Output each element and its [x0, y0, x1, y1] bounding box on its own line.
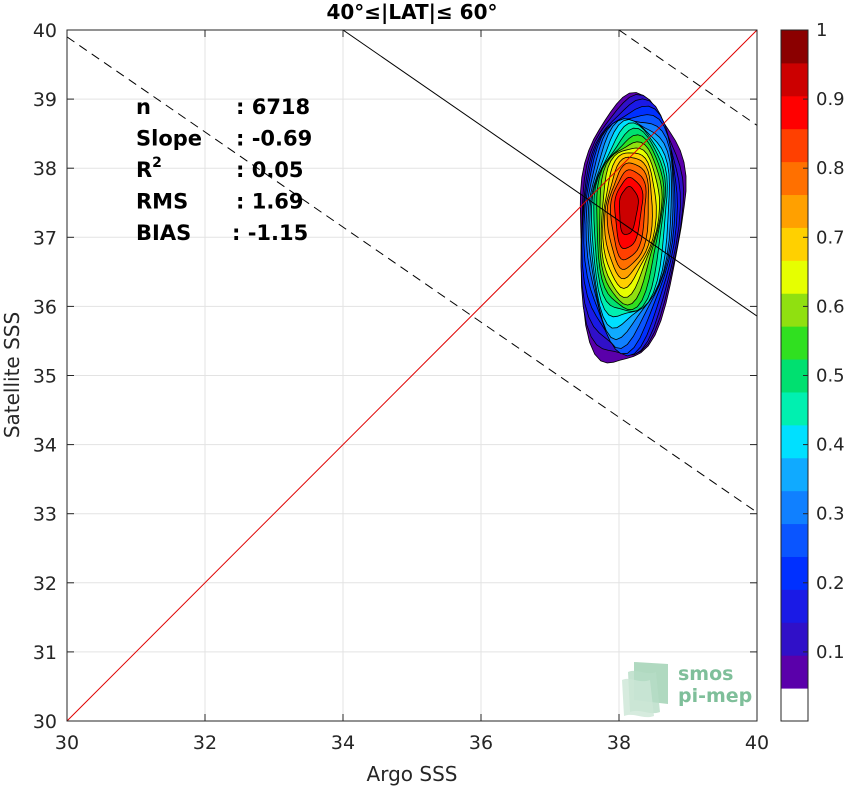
y-tick-label: 32 [33, 573, 57, 595]
stat-label: Slope [136, 127, 202, 151]
stat-label: n [136, 95, 151, 119]
stat-label-superscript: 2 [152, 155, 162, 171]
y-tick-label: 39 [33, 89, 57, 111]
x-tick-label: 40 [745, 732, 769, 754]
colorbar-segment [781, 523, 808, 557]
colorbar-tick-label: 0.6 [816, 296, 845, 317]
statistics-box: n : 6718 Slope : -0.69 R2 : 0.05 RMS : 1.69 BIAS… [136, 95, 312, 245]
y-tick-label: 38 [33, 158, 57, 180]
y-tick-label: 30 [33, 711, 57, 733]
x-axis-ticks: 30 32 34 36 38 40 [55, 30, 769, 754]
colorbar-segment [781, 62, 808, 97]
colorbar-tick-label: 0.7 [816, 227, 845, 248]
fit_lower-line [67, 36, 757, 513]
colorbar-tick-label: 0.8 [816, 158, 845, 179]
y-tick-label: 34 [33, 435, 57, 457]
colorbar-segment [781, 457, 808, 492]
density-contours [579, 92, 687, 364]
y-axis-label: Satellite SSS [0, 312, 24, 438]
stat-value: : 6718 [236, 95, 310, 119]
reference-lines [67, 30, 757, 721]
y-tick-label: 37 [33, 227, 57, 249]
stat-value: : -1.15 [232, 221, 308, 245]
colorbar-segment [781, 589, 808, 623]
colorbar-segment [781, 391, 808, 426]
colorbar-segment [781, 688, 808, 722]
y-axis-ticks: 30 31 32 33 34 35 36 37 38 39 40 [33, 20, 757, 733]
logo-waves-icon [622, 662, 668, 718]
stat-value: : 1.69 [236, 190, 304, 214]
colorbar-segment [781, 227, 808, 261]
stat-value: : 0.05 [236, 158, 304, 182]
x-tick-label: 32 [193, 732, 217, 754]
logo-text-pi-mep: pi-mep [678, 685, 752, 707]
logo-text-smos: smos [678, 663, 733, 685]
colorbar-segment [781, 161, 808, 196]
colorbar-tick-label: 0.9 [816, 89, 845, 110]
x-tick-label: 38 [607, 732, 631, 754]
smos-pi-mep-logo: smos pi-mep [622, 662, 752, 718]
colorbar-segment [781, 556, 808, 590]
identity-line [67, 30, 757, 721]
colorbar-segment [781, 655, 808, 689]
colorbar-tick-label: 0.3 [816, 504, 845, 525]
x-tick-label: 30 [55, 732, 79, 754]
y-tick-label: 33 [33, 504, 57, 526]
x-axis-label: Argo SSS [367, 762, 458, 786]
y-tick-label: 40 [33, 20, 57, 42]
colorbar-segment [781, 293, 808, 327]
colorbar-segment [781, 194, 808, 228]
y-tick-label: 31 [33, 642, 57, 664]
colorbar-segment [781, 424, 808, 459]
colorbar-segment [781, 260, 808, 294]
fit-line [342, 30, 757, 317]
chart-title: 40°≤|LAT|≤ 60° [326, 0, 497, 24]
x-tick-label: 36 [469, 732, 493, 754]
colorbar-segment [781, 30, 808, 64]
stat-value: : -0.69 [236, 127, 312, 151]
colorbar-segment [781, 326, 808, 360]
stat-label: BIAS [136, 221, 191, 245]
x-tick-label: 34 [331, 732, 355, 754]
colorbar-segment [781, 490, 808, 525]
stat-label: RMS [136, 190, 188, 214]
colorbar-tick-label: 0.4 [816, 435, 845, 456]
y-tick-label: 35 [33, 366, 57, 388]
colorbar-tick-label: 0.2 [816, 573, 845, 594]
density-contour-19 [619, 185, 639, 235]
colorbar-tick-label: 1 [816, 20, 827, 41]
colorbar-segment [781, 95, 808, 130]
colorbar-segment [781, 128, 808, 163]
colorbar-tick-label: 0.5 [816, 366, 845, 387]
colorbar-segment [781, 622, 808, 656]
colorbar: 0.1 0.2 0.3 0.4 0.5 0.6 0.7 0.8 0.9 1 [780, 20, 845, 722]
y-tick-label: 36 [33, 296, 57, 318]
stat-label: R2 [136, 155, 162, 182]
fit_upper-line [618, 30, 757, 126]
colorbar-tick-label: 0.1 [816, 642, 845, 663]
